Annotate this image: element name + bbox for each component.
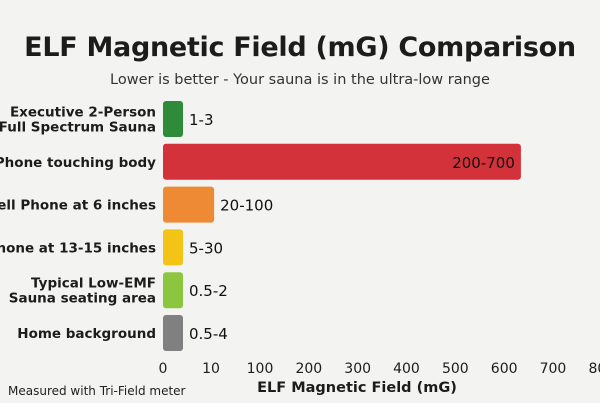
x-tick-label: 300 [344, 361, 371, 377]
value-label: 1-3 [189, 111, 214, 129]
category-label: Sauna seating area [9, 291, 156, 307]
x-tick-label: 200 [295, 361, 322, 377]
bar [163, 101, 183, 137]
x-tick-label: 10 [202, 361, 220, 377]
category-label: Cell Phone at 6 inches [0, 198, 156, 214]
category-label: Full Spectrum Sauna [0, 120, 156, 136]
x-tick-label: 500 [442, 361, 469, 377]
bar [163, 229, 183, 266]
value-label: 20-100 [220, 197, 273, 215]
category-label: Executive 2-Person [10, 105, 156, 121]
value-label: 0.5-2 [189, 282, 228, 300]
bar [163, 272, 183, 309]
category-label: Cell Phone touching body [0, 155, 156, 171]
chart-subtitle: Lower is better - Your sauna is in the u… [110, 72, 490, 88]
category-label: Home background [17, 326, 156, 342]
value-label: 5-30 [189, 239, 223, 257]
x-axis-label: ELF Magnetic Field (mG) [257, 380, 457, 396]
bar [163, 315, 183, 351]
bar [163, 186, 215, 223]
footnote: Measured with Tri-Field meter [8, 384, 186, 398]
x-tick-label: 700 [540, 361, 567, 377]
x-tick-label: 100 [247, 361, 274, 377]
chart-title: ELF Magnetic Field (mG) Comparison [24, 32, 576, 63]
x-tick-label: 800 [588, 361, 600, 377]
category-label: Cell Phone at 13-15 inches [0, 240, 156, 256]
value-label: 200-700 [452, 154, 515, 172]
x-tick-label: 400 [393, 361, 420, 377]
value-label: 0.5-4 [189, 325, 228, 343]
category-label: Typical Low-EMF [31, 276, 156, 292]
x-tick-label: 0 [159, 361, 168, 377]
bar [163, 143, 521, 180]
x-tick-label: 600 [491, 361, 518, 377]
